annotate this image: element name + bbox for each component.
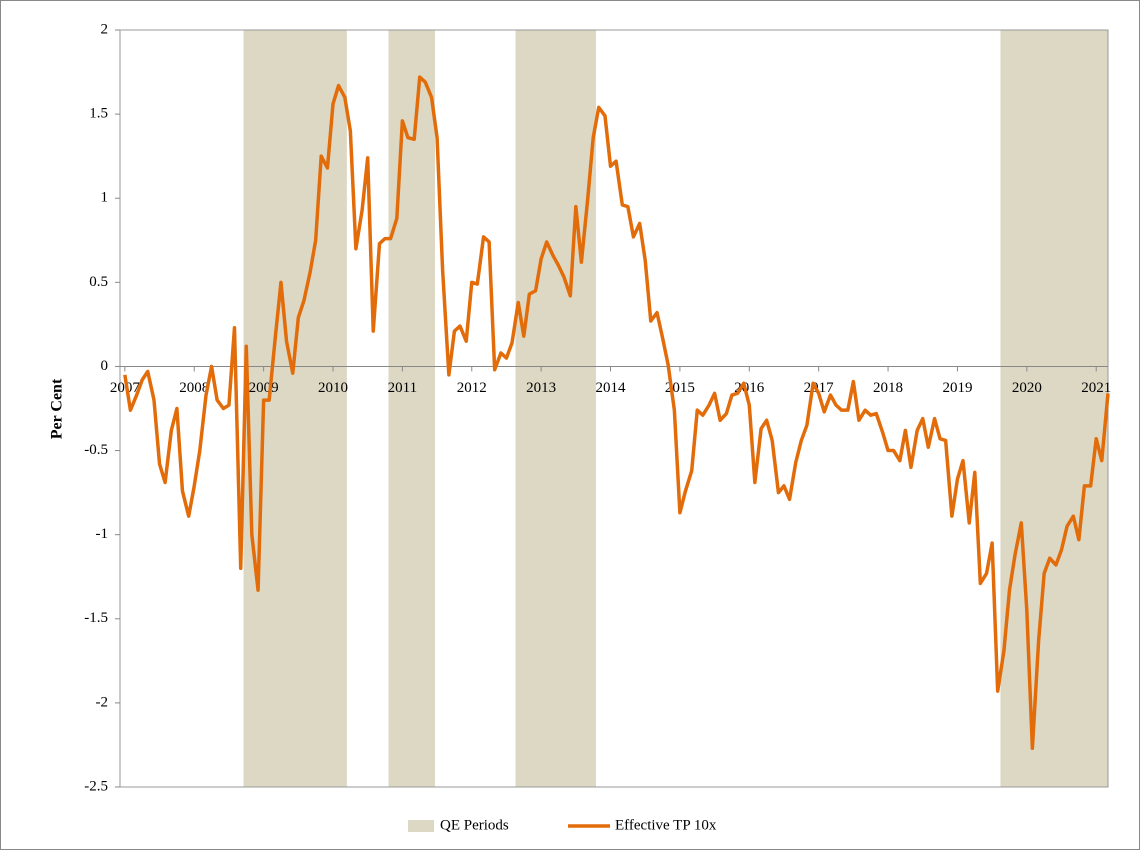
x-tick-label: 2013 <box>526 380 556 396</box>
series-line <box>123 75 1110 751</box>
y-tick-label: -1.5 <box>84 610 108 626</box>
y-tick-label: -0.5 <box>84 442 108 458</box>
x-tick-label: 2010 <box>318 380 348 396</box>
y-tick-label: 0 <box>101 358 109 374</box>
shaded-period <box>388 30 435 787</box>
y-tick-label: -2 <box>96 694 109 710</box>
x-tick-label: 2018 <box>873 380 903 396</box>
x-tick-label: 2009 <box>249 380 279 396</box>
x-tick-label: 2019 <box>942 380 972 396</box>
x-tick-label: 2012 <box>457 380 487 396</box>
shaded-period <box>243 30 347 787</box>
y-tick-label: -1 <box>96 526 109 542</box>
y-tick-label: 0.5 <box>89 274 108 290</box>
x-tick-label: 2011 <box>388 380 417 396</box>
y-axis-label: Per Cent <box>49 378 66 439</box>
y-tick-label: 1.5 <box>89 106 108 122</box>
legend-swatch <box>408 820 434 832</box>
shaded-period <box>515 30 596 787</box>
legend-label: Effective TP 10x <box>615 817 717 833</box>
x-tick-label: 2014 <box>596 380 627 396</box>
y-tick-label: 2 <box>101 21 109 37</box>
x-tick-label: 2021 <box>1081 380 1111 396</box>
shaded-period <box>1000 30 1108 787</box>
x-tick-label: 2008 <box>179 380 209 396</box>
legend-label: QE Periods <box>440 817 509 833</box>
y-tick-label: -2.5 <box>84 778 108 794</box>
x-tick-label: 2020 <box>1012 380 1042 396</box>
y-tick-label: 1 <box>101 190 109 206</box>
x-tick-label: 2007 <box>110 380 141 396</box>
